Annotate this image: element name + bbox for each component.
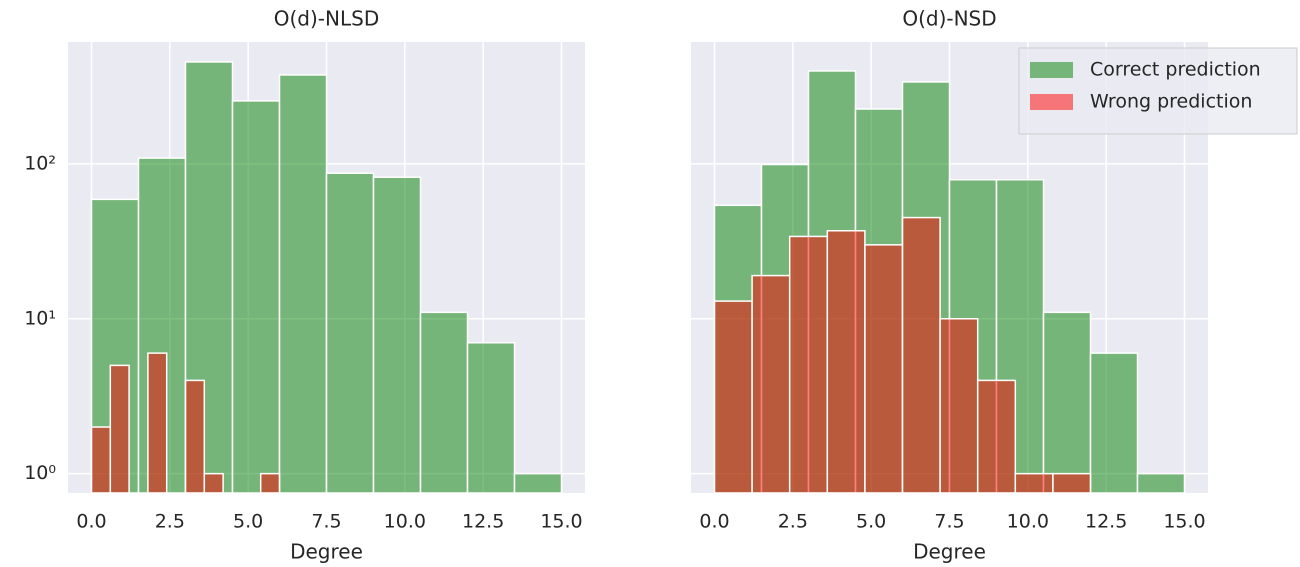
x-tick-label: 5.0	[233, 511, 263, 533]
x-tick-label: 7.5	[934, 511, 964, 533]
legend-label: Wrong prediction	[1090, 91, 1252, 113]
bar	[1052, 472, 1092, 494]
bar	[109, 364, 130, 494]
x-tick-label: 0.0	[76, 511, 106, 533]
legend-label: Correct prediction	[1090, 59, 1261, 81]
bar	[259, 472, 281, 494]
chart-title: O(d)-NLSD	[274, 7, 379, 31]
y-tick-label: 10²	[24, 152, 56, 174]
x-axis-label: Degree	[290, 540, 363, 564]
chart-title: O(d)-NSD	[902, 7, 996, 31]
bar	[1014, 472, 1054, 494]
x-axis-label: Degree	[913, 540, 986, 564]
x-tick-label: 15.0	[540, 511, 582, 533]
bar	[788, 235, 829, 494]
bar	[513, 472, 563, 494]
x-tick-label: 2.5	[778, 511, 808, 533]
bar	[325, 172, 375, 494]
bar	[466, 341, 516, 494]
bar	[147, 352, 168, 494]
x-tick-label: 0.0	[699, 511, 729, 533]
x-tick-label: 10.0	[384, 511, 426, 533]
bar	[713, 300, 753, 494]
x-tick-label: 15.0	[1163, 511, 1205, 533]
x-tick-label: 12.5	[1085, 511, 1127, 533]
x-tick-label: 7.5	[311, 511, 341, 533]
bar	[419, 311, 469, 494]
bar	[1089, 352, 1139, 494]
bar	[231, 100, 281, 494]
bar	[864, 244, 904, 494]
y-tick-label: 10⁰	[24, 462, 56, 484]
x-tick-label: 5.0	[856, 511, 886, 533]
bar	[751, 274, 791, 494]
bar	[901, 216, 941, 494]
x-tick-label: 12.5	[462, 511, 504, 533]
bar	[203, 472, 224, 494]
bar	[1042, 311, 1092, 494]
bar	[1136, 472, 1186, 494]
y-tick-label: 10¹	[24, 307, 56, 329]
bar	[184, 379, 206, 494]
bar	[278, 74, 328, 494]
legend-swatch	[1030, 94, 1073, 110]
bar	[939, 318, 979, 494]
bar	[826, 229, 866, 494]
bar	[372, 176, 422, 494]
bar	[976, 379, 1017, 494]
bar	[90, 426, 112, 494]
legend-swatch	[1030, 62, 1073, 78]
x-tick-label: 10.0	[1007, 511, 1049, 533]
x-tick-label: 2.5	[155, 511, 185, 533]
